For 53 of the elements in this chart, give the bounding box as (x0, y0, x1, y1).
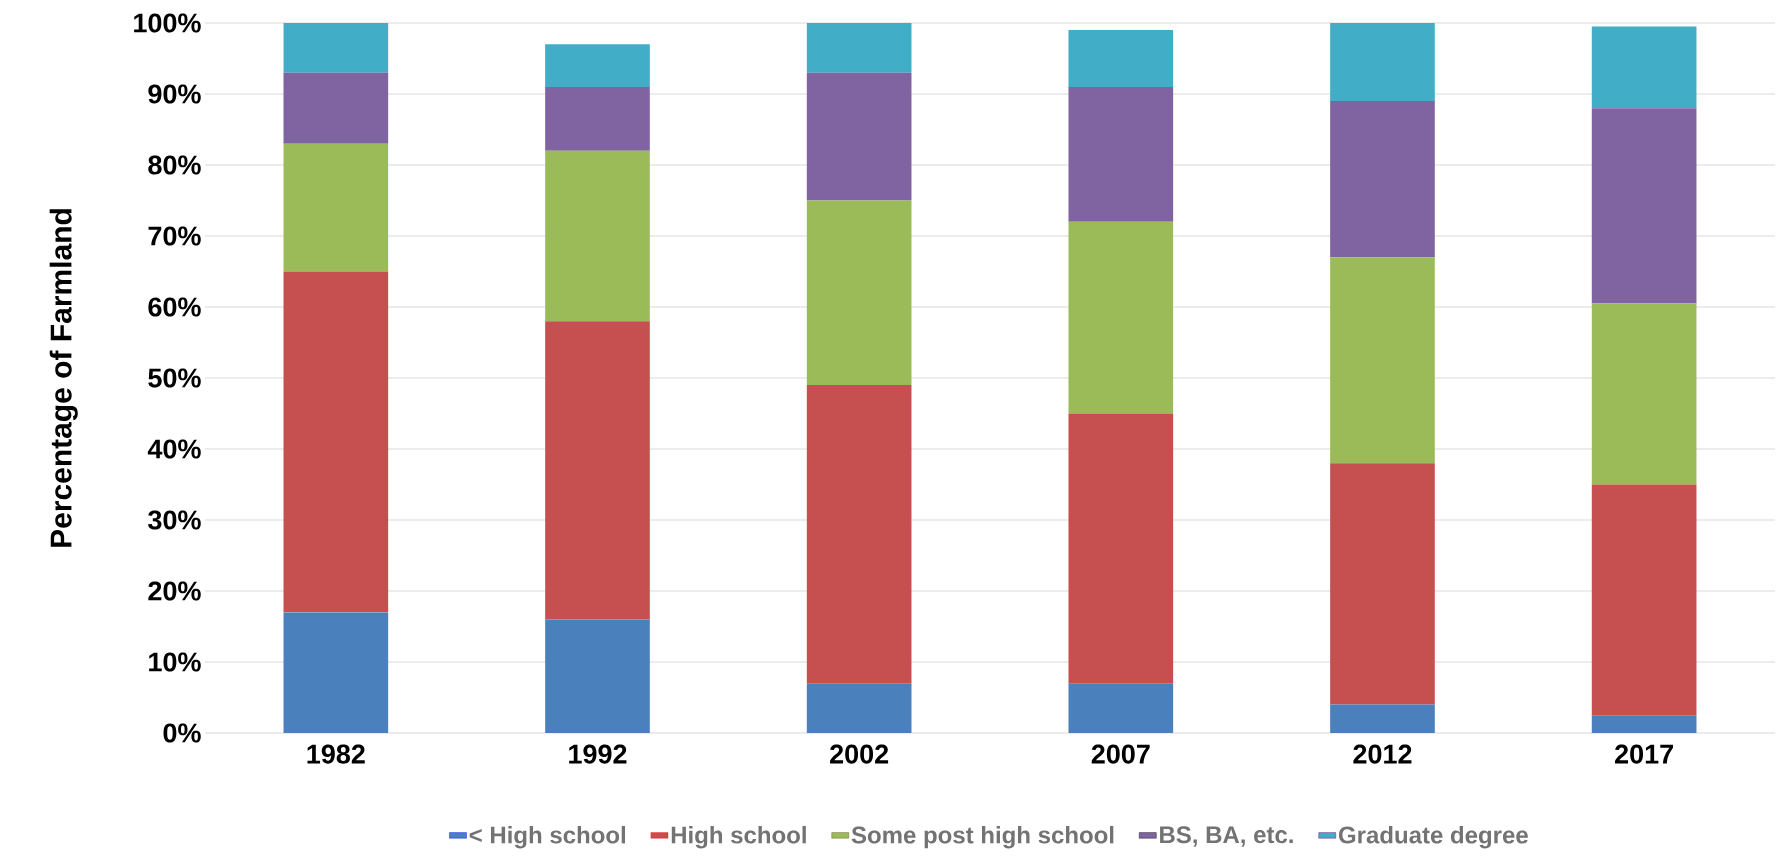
bar (283, 271, 389, 613)
bar (283, 72, 389, 144)
bar (545, 321, 650, 620)
y-tick-label: 50% (148, 368, 201, 388)
y-tick-label: 20% (148, 581, 201, 601)
bar (545, 44, 650, 87)
bar (1330, 463, 1435, 705)
y-tick-label: 60% (148, 297, 201, 317)
bar (1068, 683, 1174, 733)
y-tick-label: 80% (148, 155, 201, 175)
x-tick-label: 2007 (1091, 744, 1150, 764)
bar (545, 619, 650, 733)
legend-label: < High school (469, 825, 626, 849)
bar (806, 23, 912, 73)
legend-label: Some post high school (851, 825, 1114, 849)
y-tick-label: 70% (148, 226, 201, 246)
bar (806, 683, 912, 733)
bar (1068, 30, 1174, 87)
y-tick-label: 40% (147, 439, 201, 459)
x-tick-label: 1982 (307, 744, 365, 764)
bar (545, 150, 650, 322)
bar (283, 612, 389, 733)
y-axis-title: Percentage of Farmland (49, 209, 78, 547)
bar (806, 200, 912, 386)
y-tick-label: 100% (134, 13, 201, 33)
bar (1068, 413, 1174, 684)
y-tick-label: 30% (148, 510, 201, 530)
bar (283, 23, 389, 73)
bar (545, 86, 650, 151)
legend-label: BS, BA, etc. (1160, 826, 1293, 847)
y-tick-label: 10% (149, 652, 201, 672)
legend-label: High school (671, 825, 806, 849)
x-tick-label: 2017 (1615, 744, 1673, 764)
bar (1591, 26, 1697, 109)
x-tick-label: 1992 (569, 744, 627, 764)
bar (1591, 715, 1697, 733)
bar (1591, 484, 1697, 716)
legend-label: Graduate degree (1338, 825, 1528, 849)
y-tick-label: 90% (148, 84, 201, 104)
bar (806, 385, 912, 684)
bar (806, 72, 912, 201)
bar (1330, 101, 1435, 258)
y-tick-label: 0% (163, 723, 201, 743)
bar (1591, 303, 1697, 485)
x-tick-label: 2002 (830, 744, 889, 764)
bar (1068, 221, 1174, 414)
x-tick-label: 2012 (1353, 744, 1412, 764)
bar (1330, 257, 1435, 464)
bar (1330, 23, 1435, 102)
bar (283, 143, 389, 272)
bar (1591, 108, 1697, 304)
bar (1068, 86, 1174, 222)
bar (1330, 704, 1435, 733)
